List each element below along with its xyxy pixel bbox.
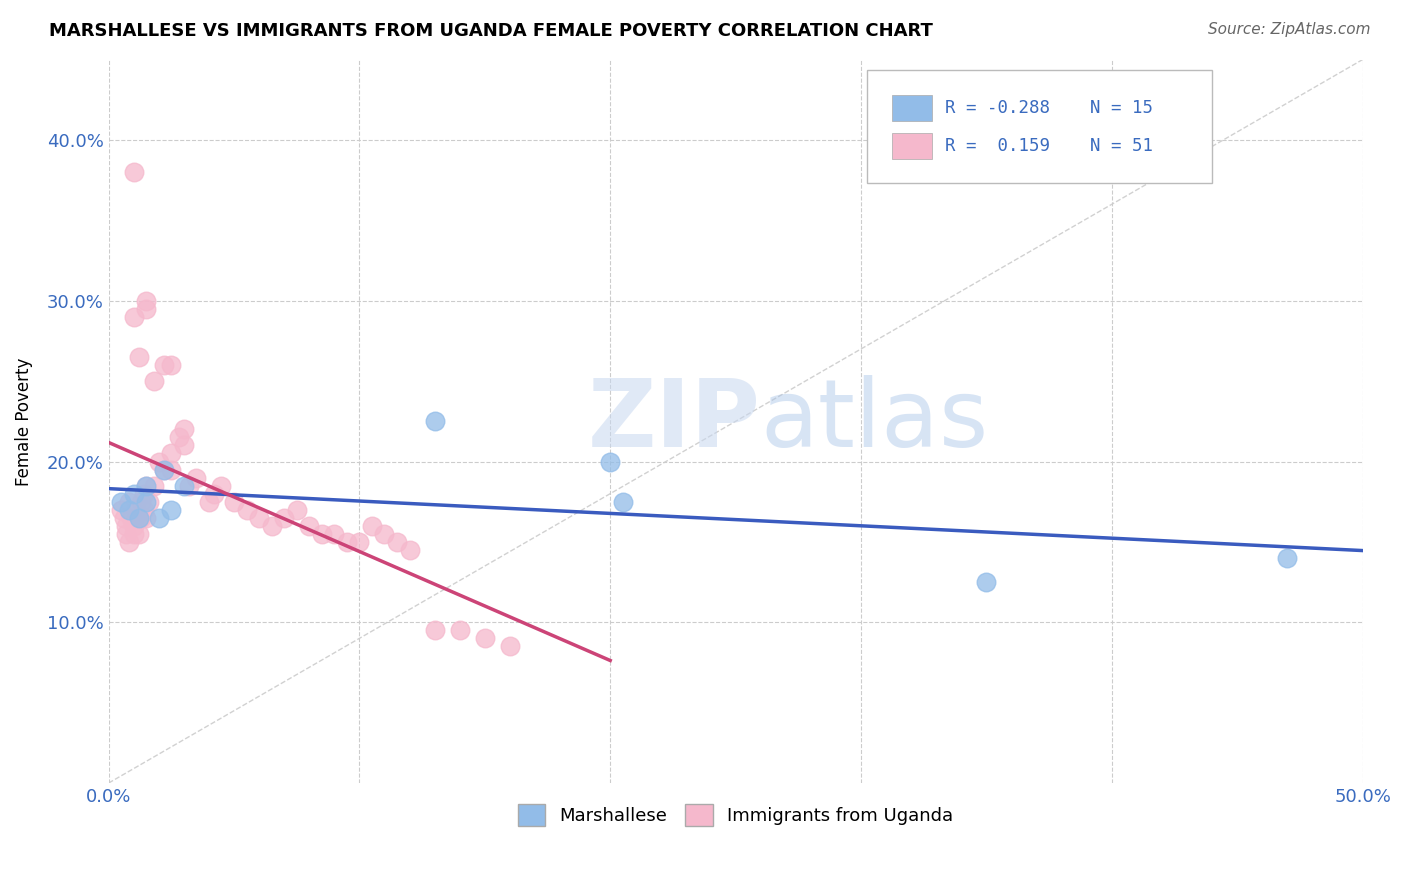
Point (173, 422, 195, 436)
Point (247, 510, 270, 524)
Point (373, 526, 395, 541)
Point (599, 454, 621, 468)
Point (122, 165, 145, 179)
Point (235, 502, 257, 516)
Point (167, 430, 190, 444)
Point (202, 486, 225, 500)
Point (160, 502, 183, 516)
Point (499, 640, 522, 654)
Point (122, 526, 145, 541)
Point (110, 494, 132, 508)
Point (135, 494, 157, 508)
Point (336, 535, 359, 549)
FancyBboxPatch shape (893, 134, 932, 160)
Point (142, 478, 165, 492)
Point (398, 543, 420, 558)
Point (198, 494, 221, 508)
Point (142, 374, 165, 388)
Point (118, 494, 141, 508)
Point (976, 575, 998, 590)
Text: ZIP: ZIP (588, 376, 761, 467)
Point (135, 293, 157, 308)
Point (273, 510, 295, 524)
Text: MARSHALLESE VS IMMIGRANTS FROM UGANDA FEMALE POVERTY CORRELATION CHART: MARSHALLESE VS IMMIGRANTS FROM UGANDA FE… (49, 22, 934, 40)
Point (135, 478, 157, 492)
Text: N = 51: N = 51 (1091, 137, 1153, 155)
Point (129, 494, 152, 508)
Point (612, 494, 634, 508)
Point (160, 462, 183, 476)
Point (122, 518, 145, 533)
Point (1277, 551, 1299, 566)
Point (148, 510, 170, 524)
Point (128, 510, 150, 524)
Point (118, 535, 141, 549)
Point (115, 518, 138, 533)
Point (152, 358, 174, 372)
Point (118, 502, 141, 516)
Point (120, 510, 142, 524)
Point (211, 478, 233, 492)
Point (122, 310, 145, 324)
Point (135, 301, 157, 316)
Point (173, 478, 195, 492)
Point (129, 510, 152, 524)
Point (135, 510, 157, 524)
Point (423, 414, 446, 428)
Point (311, 526, 333, 541)
Point (323, 526, 346, 541)
Point (138, 494, 160, 508)
Point (110, 502, 132, 516)
Point (115, 526, 138, 541)
Point (260, 518, 283, 533)
Point (449, 624, 471, 638)
Point (148, 454, 170, 468)
Point (132, 486, 155, 500)
Point (125, 502, 148, 516)
Point (152, 462, 174, 476)
Point (128, 350, 150, 364)
Point (186, 470, 208, 484)
Text: atlas: atlas (761, 376, 988, 467)
FancyBboxPatch shape (868, 70, 1212, 183)
Point (132, 502, 155, 516)
Text: R = -0.288: R = -0.288 (945, 99, 1050, 117)
Text: Source: ZipAtlas.com: Source: ZipAtlas.com (1208, 22, 1371, 37)
Point (349, 535, 371, 549)
Point (173, 438, 195, 452)
Point (222, 494, 245, 508)
Point (152, 462, 174, 476)
Point (135, 478, 157, 492)
Y-axis label: Female Poverty: Female Poverty (15, 357, 32, 485)
Point (177, 478, 200, 492)
Point (474, 632, 496, 646)
Text: R =  0.159: R = 0.159 (945, 137, 1050, 155)
Point (112, 510, 135, 524)
Point (298, 518, 321, 533)
Point (361, 518, 384, 533)
Text: N = 15: N = 15 (1091, 99, 1153, 117)
Point (160, 358, 183, 372)
Point (122, 486, 145, 500)
Point (128, 526, 150, 541)
Legend: Marshallese, Immigrants from Uganda: Marshallese, Immigrants from Uganda (509, 796, 962, 836)
Point (385, 535, 408, 549)
Point (423, 624, 446, 638)
FancyBboxPatch shape (893, 95, 932, 121)
Point (128, 510, 150, 524)
Point (285, 502, 308, 516)
Point (160, 446, 183, 460)
